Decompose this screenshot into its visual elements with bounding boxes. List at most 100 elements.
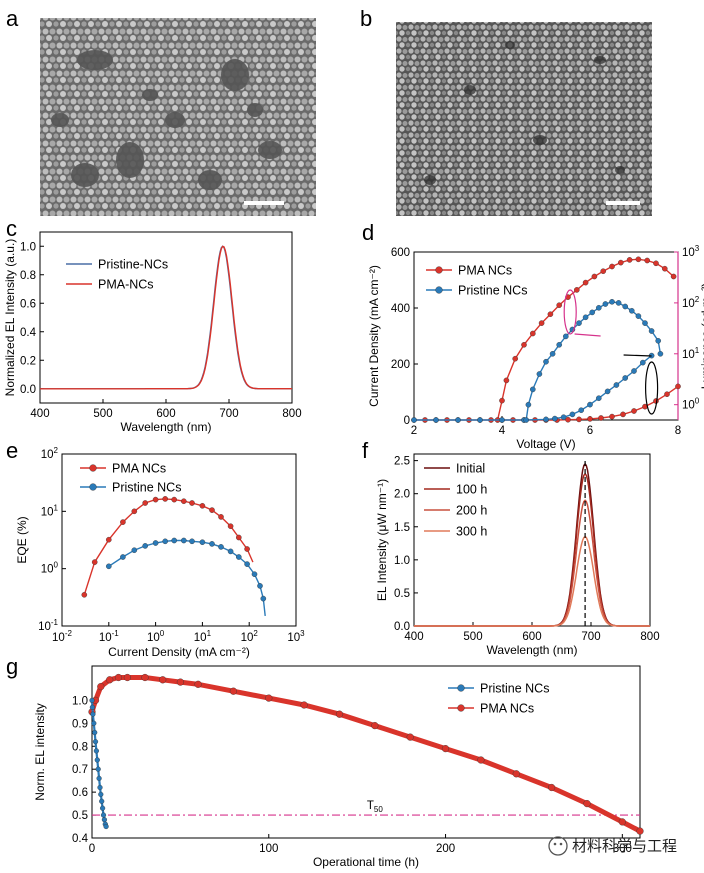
series-point-Pristine NCs-current bbox=[543, 416, 549, 423]
y-tick-label: 0.4 bbox=[72, 833, 89, 845]
series-point-Pristine NCs-current bbox=[596, 395, 602, 402]
series-point-Pristine NCs-luminance bbox=[576, 320, 582, 326]
series-point-Pristine NCs-luminance bbox=[657, 350, 664, 357]
series-point-PMA NCs bbox=[114, 673, 123, 682]
series-point-Pristine NCs-current bbox=[640, 359, 646, 366]
legend-pma-marker bbox=[435, 266, 443, 274]
series-point-Pristine NCs-luminance bbox=[648, 328, 655, 334]
series-point-Pristine NCs bbox=[218, 544, 224, 550]
series-point-PMA NCs-luminance bbox=[662, 265, 668, 272]
series-line-PMA NCs-current bbox=[414, 385, 679, 421]
series-point-Pristine NCs bbox=[89, 704, 96, 710]
y-axis-title: Norm. EL intensity bbox=[33, 703, 47, 801]
legend-pma-label: PMA-NCs bbox=[98, 278, 154, 292]
series-point-Pristine NCs-luminance bbox=[655, 337, 662, 344]
series-point-PMA NCs bbox=[97, 682, 105, 691]
series-point-Pristine NCs bbox=[92, 729, 98, 736]
plot-frame bbox=[413, 453, 651, 627]
series-point-Pristine NCs-luminance bbox=[556, 341, 563, 348]
x-tick-label: 300 bbox=[613, 843, 632, 855]
y-tick-label: 1.0 bbox=[20, 241, 36, 253]
series-point-Pristine NCs bbox=[99, 805, 106, 811]
x-tick-label: 600 bbox=[522, 631, 541, 643]
series-point-Pristine NCs-current bbox=[613, 382, 620, 388]
series-point-PMA NCs-luminance bbox=[591, 273, 598, 280]
series-point-PMA NCs bbox=[189, 500, 195, 506]
panel-letter-d: d bbox=[362, 220, 374, 245]
series-point-PMA NCs-current bbox=[609, 413, 615, 420]
series-point-Pristine NCs-luminance bbox=[525, 401, 532, 408]
series-point-PMA NCs bbox=[142, 500, 148, 506]
series-point-Pristine NCs bbox=[260, 595, 267, 602]
series-point-Pristine NCs bbox=[244, 561, 250, 567]
series-point-Pristine NCs-current bbox=[569, 411, 576, 418]
series-point-PMA NCs bbox=[123, 673, 132, 682]
legend-pristine-marker bbox=[89, 483, 97, 491]
y-tick-label: 0.7 bbox=[72, 764, 88, 776]
series-point-PMA NCs bbox=[209, 507, 215, 513]
x-tick-label: 400 bbox=[30, 408, 49, 420]
luminance-indicator-arrow bbox=[574, 333, 601, 337]
series-point-PMA NCs bbox=[618, 818, 626, 826]
series-point-PMA NCs bbox=[265, 694, 273, 702]
x-tick-label: 500 bbox=[93, 408, 112, 420]
series-point-Pristine NCs-current bbox=[477, 417, 483, 423]
y-tick-label: 0.0 bbox=[394, 621, 410, 633]
series-point-PMA NCs-luminance bbox=[512, 355, 519, 362]
x-tick-label: 6 bbox=[587, 425, 593, 437]
x-tick-label: 400 bbox=[404, 631, 423, 643]
series-point-PMA NCs bbox=[120, 519, 126, 525]
series-point-Pristine NCs bbox=[106, 563, 112, 570]
series-point-PMA NCs bbox=[300, 701, 308, 709]
series-point-Pristine NCs bbox=[96, 775, 102, 782]
panel-letter-e: e bbox=[6, 438, 18, 463]
y-tick-label: 0.4 bbox=[20, 327, 37, 339]
y-tick-label: 0.5 bbox=[394, 588, 410, 600]
y-tick-label: 0.6 bbox=[72, 787, 88, 799]
series-point-PMA NCs bbox=[106, 676, 114, 684]
series-point-Pristine NCs-luminance bbox=[536, 371, 543, 377]
y2-axis-title: Luminance (cd m⁻²) bbox=[699, 283, 704, 389]
series-point-PMA NCs-luminance bbox=[556, 302, 563, 309]
series-point-PMA NCs-luminance bbox=[503, 377, 510, 384]
legend-pristine-label: Pristine NCs bbox=[112, 481, 181, 495]
series-point-PMA NCs bbox=[406, 733, 414, 741]
panel-letter-c: c bbox=[6, 216, 17, 241]
series-point-Pristine NCs bbox=[257, 583, 263, 589]
series-point-Pristine NCs-current bbox=[552, 415, 558, 422]
series-point-PMA NCs bbox=[371, 721, 379, 730]
x-tick-label: 800 bbox=[640, 631, 659, 643]
series-point-PMA NCs-current bbox=[620, 411, 626, 418]
y2-tick-label: 101 bbox=[682, 346, 700, 361]
current-indicator-arrow bbox=[623, 354, 652, 357]
wechat-icon bbox=[548, 836, 568, 856]
series-point-PMA NCs-luminance bbox=[644, 257, 651, 264]
y-tick-label: 1.0 bbox=[394, 555, 410, 567]
series-point-Pristine NCs bbox=[209, 541, 215, 547]
series-point-PMA NCs bbox=[244, 546, 250, 552]
chart-d-jvl: 2 4 6 8 0 200 400 600 100 101 102 103 Voltage (V) Cur… bbox=[367, 244, 704, 451]
series-point-Pristine NCs bbox=[94, 757, 100, 763]
legend-pma-marker bbox=[457, 704, 465, 712]
legend-100h-label: 100 h bbox=[456, 483, 487, 497]
x-axis-title: Current Density (mA cm⁻²) bbox=[108, 645, 250, 659]
series-line-PMA-NCs bbox=[40, 245, 292, 390]
series-point-PMA NCs bbox=[583, 799, 591, 808]
y-tick-label: 0.2 bbox=[20, 355, 36, 367]
series-point-Pristine NCs bbox=[97, 784, 103, 791]
series-point-PMA NCs bbox=[152, 496, 159, 503]
legend-pristine-label: Pristine NCs bbox=[458, 284, 527, 298]
series-point-PMA NCs-luminance bbox=[670, 273, 677, 280]
chart-f-el-stability: 400 500 600 700 800 0.0 0.5 1.0 1.5 2.0 2.5 Wavelen… bbox=[375, 453, 660, 657]
series-point-PMA NCs bbox=[235, 534, 242, 541]
scale-bar-b bbox=[606, 201, 640, 205]
x-tick-label: 800 bbox=[282, 408, 301, 420]
series-point-Pristine NCs-luminance bbox=[622, 303, 629, 310]
series-point-Pristine NCs bbox=[162, 538, 168, 545]
x-tick-label: 102 bbox=[241, 629, 259, 644]
series-point-PMA NCs-current bbox=[587, 416, 593, 422]
series-point-Pristine NCs-luminance bbox=[582, 314, 589, 321]
series-point-PMA NCs bbox=[141, 673, 149, 682]
series-point-PMA NCs bbox=[477, 756, 485, 764]
series-point-PMA NCs bbox=[636, 827, 644, 835]
